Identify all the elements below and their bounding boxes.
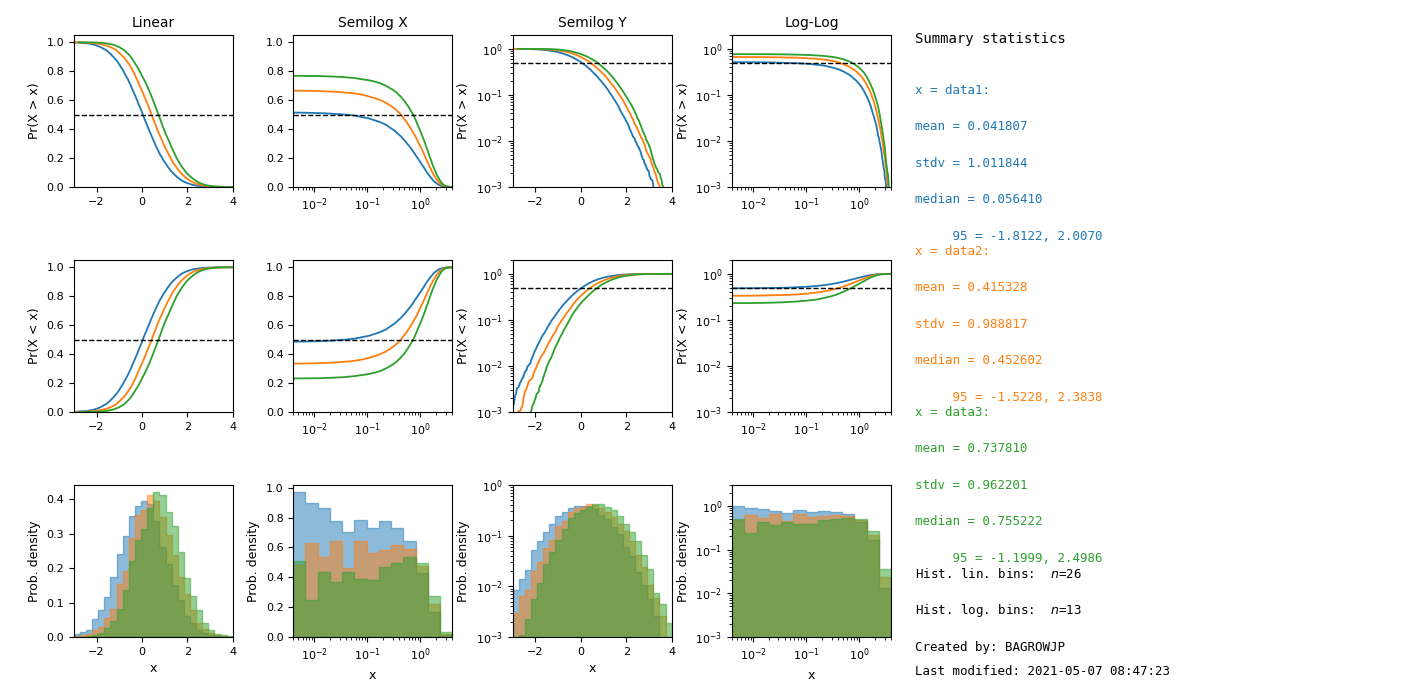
Polygon shape (74, 492, 233, 637)
Text: Hist. lin. bins:  $n$=26: Hist. lin. bins: $n$=26 (915, 567, 1083, 581)
X-axis label: x: x (369, 669, 376, 682)
Polygon shape (732, 506, 891, 700)
Text: mean = 0.737810: mean = 0.737810 (915, 442, 1027, 456)
Text: Hist. log. bins:  $n$=13: Hist. log. bins: $n$=13 (915, 602, 1083, 619)
Text: 95 = -1.8122, 2.0070: 95 = -1.8122, 2.0070 (915, 230, 1103, 243)
Text: median = 0.056410: median = 0.056410 (915, 193, 1043, 206)
Polygon shape (512, 505, 671, 700)
Text: 95 = -1.5228, 2.3838: 95 = -1.5228, 2.3838 (915, 391, 1103, 404)
Polygon shape (512, 505, 671, 700)
Text: Summary statistics: Summary statistics (915, 32, 1066, 46)
Text: x = data2:: x = data2: (915, 245, 990, 258)
Polygon shape (294, 492, 453, 637)
Text: median = 0.755222: median = 0.755222 (915, 515, 1043, 528)
Title: Semilog Y: Semilog Y (558, 15, 627, 29)
Y-axis label: Pr(X > x): Pr(X > x) (457, 83, 470, 139)
Text: x = data3:: x = data3: (915, 406, 990, 419)
Text: mean = 0.415328: mean = 0.415328 (915, 281, 1027, 295)
Text: Last modified: 2021-05-07 08:47:23: Last modified: 2021-05-07 08:47:23 (915, 665, 1171, 678)
X-axis label: x: x (149, 662, 158, 676)
Text: Created by: BAGROWJP: Created by: BAGROWJP (915, 640, 1066, 654)
Polygon shape (294, 557, 453, 637)
Y-axis label: Prob. density: Prob. density (677, 520, 690, 602)
Polygon shape (732, 518, 891, 700)
Polygon shape (74, 501, 233, 637)
Y-axis label: Pr(X < x): Pr(X < x) (677, 308, 690, 364)
Polygon shape (732, 514, 891, 700)
Title: Semilog X: Semilog X (338, 15, 407, 29)
Polygon shape (512, 504, 671, 700)
X-axis label: x: x (807, 669, 816, 682)
Y-axis label: Pr(X > x): Pr(X > x) (28, 83, 41, 139)
Text: mean = 0.041807: mean = 0.041807 (915, 120, 1027, 134)
X-axis label: x: x (589, 662, 596, 676)
Text: median = 0.452602: median = 0.452602 (915, 354, 1043, 368)
Text: stdv = 1.011844: stdv = 1.011844 (915, 157, 1027, 170)
Polygon shape (294, 541, 453, 637)
Polygon shape (74, 495, 233, 637)
Title: Linear: Linear (132, 15, 175, 29)
Y-axis label: Prob. density: Prob. density (28, 520, 41, 602)
Y-axis label: Pr(X < x): Pr(X < x) (457, 308, 470, 364)
Y-axis label: Prob. density: Prob. density (247, 520, 260, 602)
Text: 95 = -1.1999, 2.4986: 95 = -1.1999, 2.4986 (915, 552, 1103, 565)
Text: stdv = 0.962201: stdv = 0.962201 (915, 479, 1027, 492)
Y-axis label: Pr(X > x): Pr(X > x) (677, 83, 690, 139)
Title: Log-Log: Log-Log (785, 15, 839, 29)
Text: stdv = 0.988817: stdv = 0.988817 (915, 318, 1027, 331)
Text: x = data1:: x = data1: (915, 84, 990, 97)
Y-axis label: Prob. density: Prob. density (457, 520, 470, 602)
Y-axis label: Pr(X < x): Pr(X < x) (28, 308, 41, 364)
